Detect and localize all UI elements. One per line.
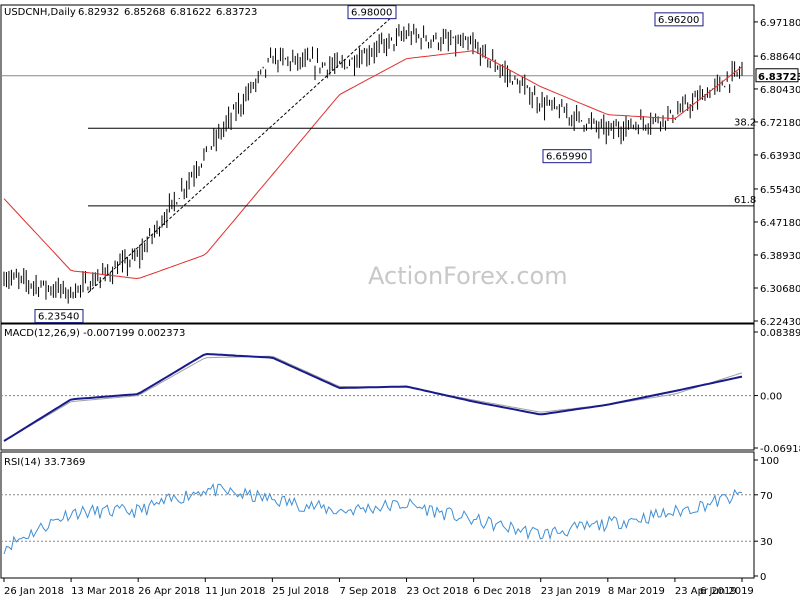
y-tick-label: 6.38930 xyxy=(760,251,800,262)
price-annotation-box xyxy=(347,5,397,20)
x-tick-label: 23 Jan 2019 xyxy=(541,586,601,597)
x-tick-label: 26 Apr 2018 xyxy=(138,586,200,597)
price-annotation-label: 6.65990 xyxy=(546,152,587,163)
price-annotation-box xyxy=(542,149,592,164)
x-tick-label: 23 Oct 2018 xyxy=(407,586,469,597)
ohlc-close: 6.83723 xyxy=(216,7,257,18)
y-tick-label: -0.069189 xyxy=(760,444,800,455)
fib-label: 61.8 xyxy=(734,195,756,206)
y-tick-label: 6.63930 xyxy=(760,151,800,162)
y-tick-label: 30 xyxy=(760,537,773,548)
last-price-box xyxy=(755,68,799,83)
x-tick-label: 7 Sep 2018 xyxy=(339,586,396,597)
sma-line xyxy=(3,50,743,280)
y-tick-label: 6.30680 xyxy=(760,284,800,295)
x-tick-label: 8 Mar 2019 xyxy=(608,586,665,597)
ohlc-open: 6.82932 xyxy=(78,7,119,18)
ohlc-low: 6.81622 xyxy=(170,7,211,18)
price-annotation-box xyxy=(34,309,84,324)
rsi-y-axis: 100 70 30 0 xyxy=(754,456,779,583)
rsi-plot xyxy=(1,482,754,555)
macd-line xyxy=(3,352,743,442)
x-axis: 26 Jan 2018 13 Mar 2018 26 Apr 2018 11 Jun … xyxy=(3,578,754,597)
y-tick-label: 0.00 xyxy=(760,392,782,403)
rsi-panel xyxy=(0,451,755,579)
y-tick-label: 6.72180 xyxy=(760,118,800,129)
x-tick-label: 23 Apr 2019 xyxy=(675,586,737,597)
price-plot xyxy=(3,18,743,304)
price-panel xyxy=(0,4,755,324)
y-tick-label: 6.80430 xyxy=(760,85,800,96)
fib-label: 38.2 xyxy=(734,117,756,128)
last-price-label: 6.83723 xyxy=(758,72,800,83)
x-tick-label: 25 Jul 2018 xyxy=(272,586,329,597)
x-tick-label: 13 Mar 2018 xyxy=(71,586,134,597)
watermark: ActionForex.com xyxy=(368,262,568,290)
y-tick-label: 6.97180 xyxy=(760,18,800,29)
ohlc-high: 6.85268 xyxy=(124,7,165,18)
macd-plot xyxy=(1,352,754,442)
price-y-axis: 6.97180 6.88640 6.80430 6.72180 6.63930 6.554… xyxy=(1,18,800,328)
trendline xyxy=(87,18,391,294)
x-tick-label: 11 Jun 2018 xyxy=(205,586,265,597)
y-tick-label: 6.55430 xyxy=(760,185,800,196)
macd-y-axis: 0.083892 0.00 -0.069189 xyxy=(754,328,800,455)
price-annotation-label: 6.23540 xyxy=(38,312,79,323)
macd-title: MACD(12,26,9) -0.007199 0.002373 xyxy=(4,328,185,339)
y-tick-label: 6.22430 xyxy=(760,317,800,328)
y-tick-label: 6.88640 xyxy=(760,52,800,63)
y-tick-label: 6.47180 xyxy=(760,218,800,229)
x-tick-label: 6 Dec 2018 xyxy=(474,586,532,597)
price-annotation-label: 6.98000 xyxy=(351,8,392,19)
price-annotation-box xyxy=(654,12,704,27)
y-tick-label: 0 xyxy=(760,572,766,583)
rsi-title: RSI(14) 33.7369 xyxy=(4,457,85,468)
price-annotations: 38.2 61.8 6.98000 6.96200 6.65990 6.23540 xyxy=(34,5,756,324)
x-tick-label: 6 Jun 2019 xyxy=(700,586,754,597)
rsi-line xyxy=(3,482,743,555)
y-tick-label: 100 xyxy=(760,456,779,467)
price-annotation-label: 6.96200 xyxy=(658,15,699,26)
y-tick-label: 70 xyxy=(760,491,773,502)
chart-title: USDCNH,Daily xyxy=(4,7,76,18)
y-tick-label: 0.083892 xyxy=(760,328,800,339)
x-tick-label: 26 Jan 2018 xyxy=(4,586,64,597)
